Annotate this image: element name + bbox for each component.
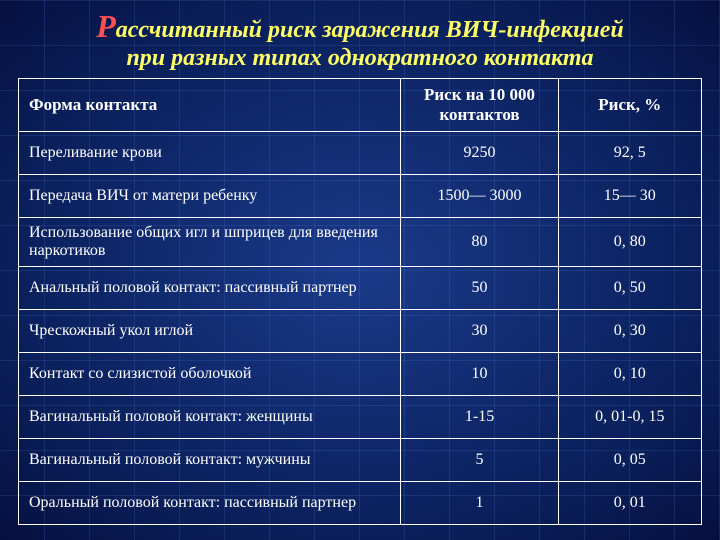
cell-per10000: 1-15 bbox=[401, 396, 558, 439]
cell-per10000: 1 bbox=[401, 482, 558, 525]
table-header-row: Форма контакта Риск на 10 000 контактов … bbox=[19, 79, 702, 132]
table-body: Переливание крови925092, 5Передача ВИЧ о… bbox=[19, 132, 702, 525]
cell-per10000: 50 bbox=[401, 267, 558, 310]
table-row: Переливание крови925092, 5 bbox=[19, 132, 702, 175]
table-row: Чрескожный укол иглой300, 30 bbox=[19, 310, 702, 353]
cell-form: Передача ВИЧ от матери ребенку bbox=[19, 175, 401, 218]
cell-form: Анальный половой контакт: пассивный парт… bbox=[19, 267, 401, 310]
table-row: Вагинальный половой контакт: женщины1-15… bbox=[19, 396, 702, 439]
header-percent: Риск, % bbox=[558, 79, 701, 132]
table-row: Передача ВИЧ от матери ребенку1500— 3000… bbox=[19, 175, 702, 218]
cell-per10000: 10 bbox=[401, 353, 558, 396]
cell-form: Переливание крови bbox=[19, 132, 401, 175]
cell-percent: 15— 30 bbox=[558, 175, 701, 218]
cell-form: Вагинальный половой контакт: женщины bbox=[19, 396, 401, 439]
title-first-letter: Р bbox=[96, 8, 116, 44]
cell-percent: 0, 50 bbox=[558, 267, 701, 310]
cell-percent: 0, 05 bbox=[558, 439, 701, 482]
table-row: Вагинальный половой контакт: мужчины50, … bbox=[19, 439, 702, 482]
header-form: Форма контакта bbox=[19, 79, 401, 132]
cell-percent: 0, 30 bbox=[558, 310, 701, 353]
cell-form: Вагинальный половой контакт: мужчины bbox=[19, 439, 401, 482]
cell-percent: 0, 10 bbox=[558, 353, 701, 396]
cell-per10000: 80 bbox=[401, 218, 558, 267]
cell-percent: 92, 5 bbox=[558, 132, 701, 175]
cell-form: Использование общих игл и шприцев для вв… bbox=[19, 218, 401, 267]
table-row: Использование общих игл и шприцев для вв… bbox=[19, 218, 702, 267]
title-line1: ассчитанный риск заражения ВИЧ-инфекцией bbox=[116, 17, 624, 43]
cell-per10000: 9250 bbox=[401, 132, 558, 175]
risk-table: Форма контакта Риск на 10 000 контактов … bbox=[18, 78, 702, 525]
header-per10000: Риск на 10 000 контактов bbox=[401, 79, 558, 132]
cell-percent: 0, 01-0, 15 bbox=[558, 396, 701, 439]
cell-form: Чрескожный укол иглой bbox=[19, 310, 401, 353]
cell-per10000: 30 bbox=[401, 310, 558, 353]
cell-per10000: 5 bbox=[401, 439, 558, 482]
table-row: Оральный половой контакт: пассивный парт… bbox=[19, 482, 702, 525]
cell-form: Оральный половой контакт: пассивный парт… bbox=[19, 482, 401, 525]
table-row: Контакт со слизистой оболочкой100, 10 bbox=[19, 353, 702, 396]
table-row: Анальный половой контакт: пассивный парт… bbox=[19, 267, 702, 310]
title-line2: при разных типах однократного контакта bbox=[126, 45, 593, 71]
cell-form: Контакт со слизистой оболочкой bbox=[19, 353, 401, 396]
cell-percent: 0, 01 bbox=[558, 482, 701, 525]
slide-title: Рассчитанный риск заражения ВИЧ-инфекцие… bbox=[18, 8, 702, 72]
cell-per10000: 1500— 3000 bbox=[401, 175, 558, 218]
cell-percent: 0, 80 bbox=[558, 218, 701, 267]
